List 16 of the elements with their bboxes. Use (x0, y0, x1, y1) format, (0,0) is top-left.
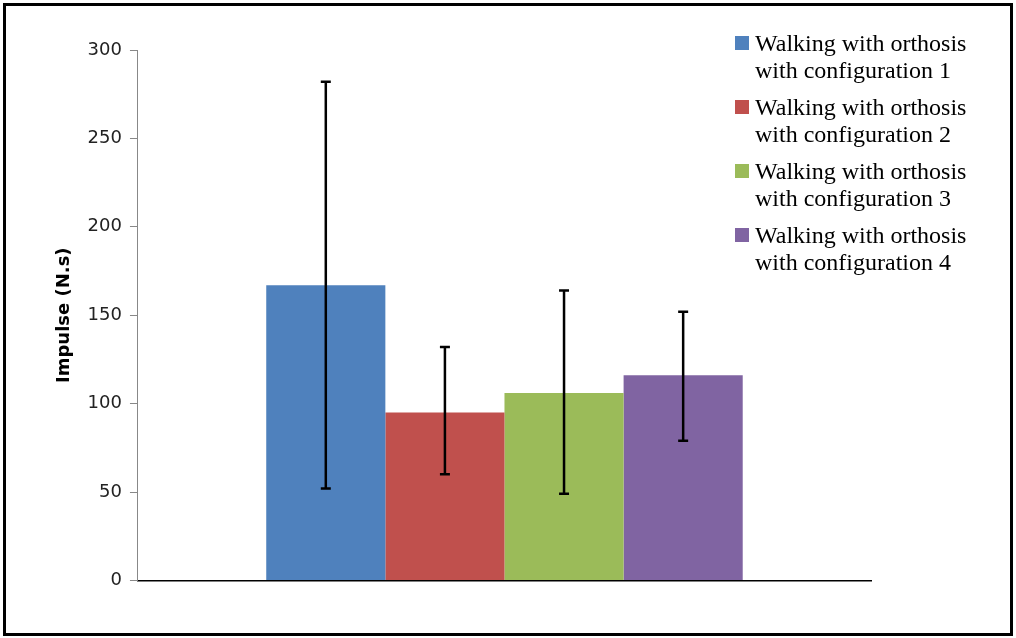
bar (623, 375, 743, 580)
y-tick-label: 100 (87, 391, 122, 413)
y-tick-label: 0 (110, 568, 122, 590)
y-tick-label: 250 (87, 126, 122, 148)
legend-label: Walking with orthosis with configuration 1 (755, 30, 968, 84)
legend-label: Walking with orthosis with configuration 2 (755, 94, 968, 148)
y-tick-label: 50 (99, 479, 122, 501)
legend-label: Walking with orthosis with configuration 4 (755, 222, 968, 276)
bar (266, 285, 386, 580)
y-tick-label: 300 (87, 37, 122, 59)
bar (504, 392, 624, 580)
y-tick-label: 200 (87, 214, 122, 236)
legend-label: Walking with orthosis with configuration 3 (755, 158, 968, 212)
y-axis-title: Impulse (N.s) (52, 247, 74, 383)
bar (385, 412, 505, 580)
y-tick-label: 150 (87, 302, 122, 324)
